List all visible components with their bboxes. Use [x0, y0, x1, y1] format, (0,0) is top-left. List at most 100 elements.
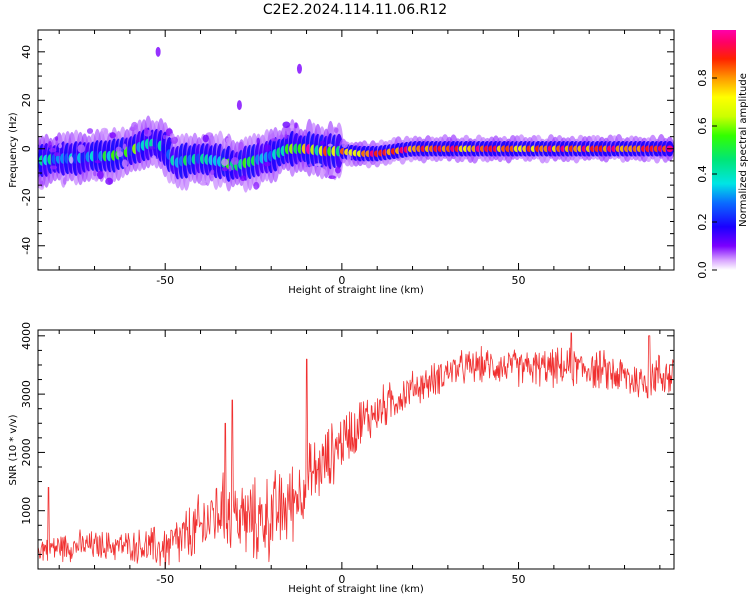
spectrogram-speckle — [86, 128, 94, 134]
spectrogram-heatmap — [38, 46, 674, 193]
spectrogram-speckle — [303, 166, 310, 173]
spectrogram-speckle — [253, 181, 260, 190]
spectrogram-speckle — [264, 161, 271, 167]
spectrogram-speckle — [327, 143, 333, 147]
spectrogram-speckle — [62, 177, 67, 185]
spectrogram-speckle — [289, 124, 294, 129]
spectrogram-speckle — [228, 165, 232, 172]
spectrogram-speckle — [170, 136, 178, 144]
x-tick-label: -50 — [156, 274, 174, 287]
y-tick-label: 3000 — [20, 380, 33, 408]
spectrogram-outlier — [155, 46, 161, 57]
spectrogram-speckle — [319, 140, 325, 146]
spectrogram-speckle — [122, 143, 127, 150]
spectrogram-speckle — [94, 160, 101, 164]
spectrogram-speckle — [308, 163, 313, 167]
colorbar-tick-label: 0.4 — [696, 165, 709, 183]
spectrogram-speckle — [109, 132, 117, 139]
spectrogram-speckle — [333, 127, 339, 134]
spectrogram-y-ticks: -40 -20 0 20 40 — [20, 39, 674, 271]
snr-panel: -50 0 50 1000 2000 3000 4000 Height of straig… — [8, 322, 675, 595]
colorbar-gradient — [712, 30, 736, 270]
spectrogram-speckle — [162, 134, 167, 140]
spectrogram-speckle — [69, 156, 74, 164]
spectrogram-speckle — [328, 175, 336, 180]
spectrogram-speckle — [225, 137, 232, 144]
spectrogram-speckle — [335, 166, 341, 174]
spectrogram-speckle — [121, 159, 128, 168]
spectrogram-speckle — [49, 165, 58, 170]
colorbar-tick-label: 0.8 — [696, 69, 709, 87]
spectrogram-speckle — [264, 144, 271, 152]
spectrogram-x-ticks: -50 0 50 — [58, 30, 661, 287]
spectrogram-speckle — [92, 170, 97, 177]
spectrogram-speckle — [221, 158, 229, 166]
x-tick-label: 50 — [512, 274, 526, 287]
snr-x-ticks: -50 0 50 — [58, 330, 661, 586]
spectrogram-speckle — [320, 168, 326, 176]
colorbar-tick-label: 0.0 — [696, 261, 709, 279]
spectrogram-speckle — [131, 121, 138, 131]
spectrogram-speckle — [100, 127, 109, 135]
colorbar-ticks: 0.0 0.2 0.4 0.6 0.8 — [696, 69, 717, 279]
spectrogram-speckle — [77, 144, 86, 153]
spectrogram-speckle — [170, 133, 175, 139]
colorbar-tick-label: 0.6 — [696, 117, 709, 135]
y-tick-label: 40 — [20, 45, 33, 59]
spectrogram-speckle — [143, 127, 149, 135]
spectrogram-outlier — [296, 63, 302, 74]
spectrogram-speckle — [48, 147, 57, 153]
spectrogram-speckle — [314, 163, 322, 167]
y-tick-label: 0 — [20, 145, 33, 152]
y-tick-label: 4000 — [20, 322, 33, 350]
colorbar-label: Normalized spectral amplitude — [738, 73, 749, 227]
spectrogram-speckle — [94, 175, 99, 182]
spectrogram-speckle — [53, 152, 61, 157]
spectrogram-speckle — [96, 170, 104, 180]
x-tick-label: 0 — [338, 573, 345, 586]
spectrogram-speckle — [341, 140, 349, 149]
snr-x-label: Height of straight line (km) — [288, 584, 424, 595]
y-tick-label: 1000 — [20, 497, 33, 525]
spectrogram-speckle — [282, 121, 291, 128]
spectrogram-speckle — [116, 150, 124, 158]
spectrogram-outlier — [236, 100, 242, 111]
colorbar-tick-label: 0.2 — [696, 213, 709, 231]
y-tick-label: -40 — [20, 237, 33, 255]
spectrogram-frame — [37, 29, 675, 271]
y-tick-label: 2000 — [20, 438, 33, 466]
spectrogram-speckle — [230, 157, 239, 165]
spectrogram-speckle — [202, 134, 209, 143]
spectrogram-speckle — [346, 154, 352, 162]
chart-title: C2E2.2024.114.11.06.R12 — [263, 2, 447, 18]
x-tick-label: 0 — [338, 274, 345, 287]
snr-y-label: SNR (10 * v/v) — [8, 414, 19, 485]
spectrogram-speckle — [58, 143, 63, 149]
spectrogram-x-label: Height of straight line (km) — [288, 285, 424, 296]
spectrogram-speckle — [151, 155, 157, 164]
spectrogram-speckle — [294, 122, 298, 129]
y-tick-label: 20 — [20, 93, 33, 107]
spectrogram-speckle — [270, 138, 278, 142]
spectrogram-speckle — [148, 146, 156, 150]
spectrogram-speckle — [55, 136, 59, 142]
spectrogram-speckle — [256, 137, 261, 145]
y-tick-label: -20 — [20, 188, 33, 206]
spectrogram-speckle — [239, 175, 247, 182]
spectrogram-speckle — [221, 167, 228, 172]
spectrogram-speckle — [115, 146, 122, 153]
colorbar: 0.0 0.2 0.4 0.6 0.8 Normalized spectral ampl… — [696, 30, 749, 279]
spectrogram-speckle — [210, 169, 215, 175]
spectrogram-y-label: Frequency (Hz) — [8, 112, 19, 188]
spectrogram-speckle — [40, 180, 44, 187]
spectrogram-speckle — [284, 134, 288, 139]
spectrogram-speckle — [279, 134, 284, 140]
spectrogram-panel: -50 0 50 -40 -20 0 20 40 Height of straight li… — [8, 29, 675, 296]
snr-series-line — [38, 332, 674, 569]
x-tick-label: 50 — [512, 573, 526, 586]
snr-y-ticks: 1000 2000 3000 4000 — [20, 322, 674, 555]
x-tick-label: -50 — [156, 573, 174, 586]
spectrogram-speckle — [48, 140, 52, 149]
spectrogram-speckle — [238, 141, 244, 151]
